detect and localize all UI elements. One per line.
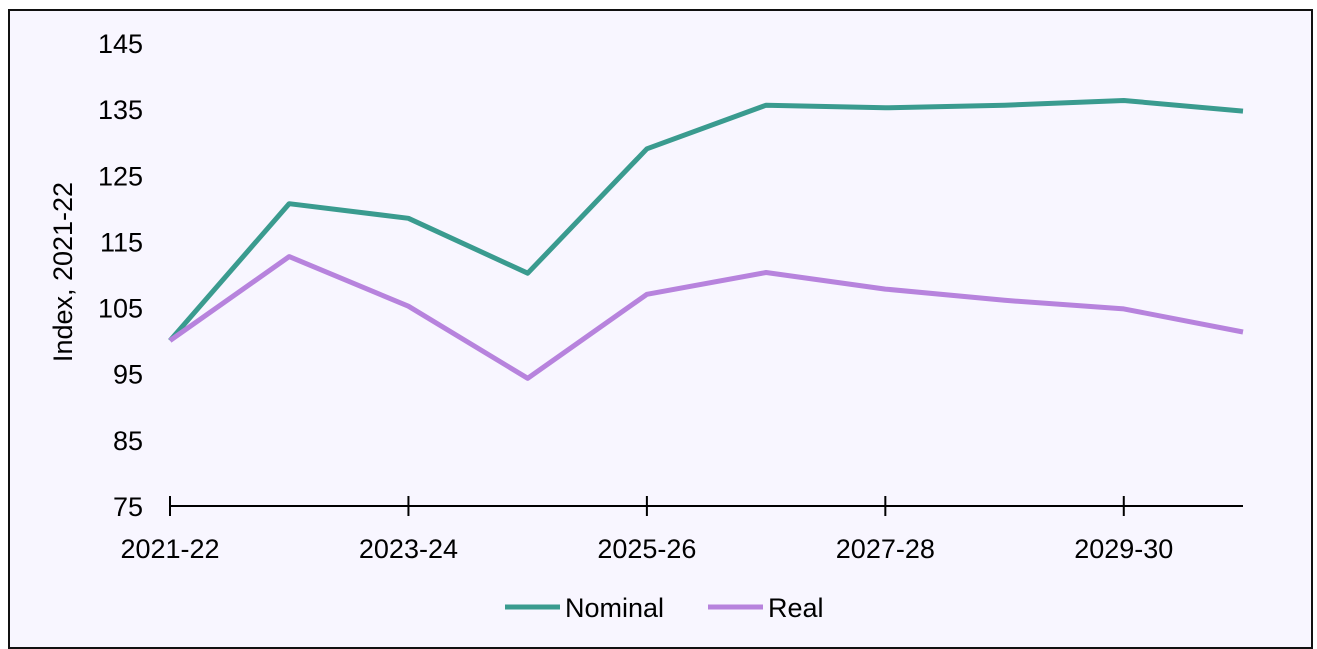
x-axis-ticks: 2021-22 2023-24 2025-26 2027-28 2029-30 <box>120 496 1173 564</box>
x-tick-label: 2027-28 <box>836 534 935 564</box>
y-tick-label: 75 <box>113 492 143 522</box>
y-axis-label: Index, 2021-22 <box>48 182 78 362</box>
legend-label-nominal: Nominal <box>565 593 664 623</box>
y-tick-label: 125 <box>98 161 143 191</box>
y-tick-label: 145 <box>98 29 143 59</box>
y-tick-label: 105 <box>98 294 143 324</box>
y-tick-label: 135 <box>98 95 143 125</box>
x-tick-label: 2023-24 <box>359 534 458 564</box>
y-tick-label: 95 <box>113 360 143 390</box>
y-axis-ticks: 75 85 95 105 115 125 135 145 <box>98 29 143 522</box>
x-tick-label: 2025-26 <box>597 534 696 564</box>
chart-frame <box>8 9 1313 649</box>
x-tick-label: 2029-30 <box>1074 534 1173 564</box>
y-tick-label: 85 <box>113 426 143 456</box>
legend: Nominal Real <box>505 593 824 623</box>
x-tick-label: 2021-22 <box>120 534 219 564</box>
series-lines <box>168 98 1244 381</box>
series-line-nominal <box>168 98 1244 343</box>
series-line-real <box>168 254 1244 381</box>
y-tick-label: 115 <box>100 227 143 257</box>
legend-label-real: Real <box>768 593 824 623</box>
